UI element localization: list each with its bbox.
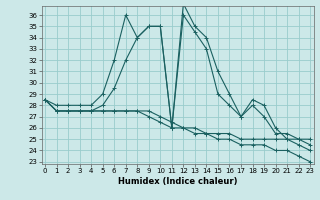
X-axis label: Humidex (Indice chaleur): Humidex (Indice chaleur)	[118, 177, 237, 186]
